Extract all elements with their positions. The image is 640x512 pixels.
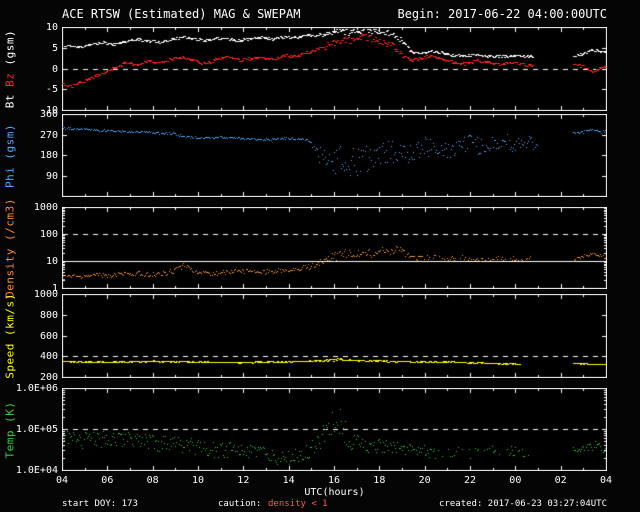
x-tick-label: 08 (146, 475, 159, 486)
x-tick-label: 02 (554, 475, 567, 486)
x-tick-label: 10 (191, 475, 205, 486)
x-tick-label: 12 (237, 475, 250, 486)
start-doy-label: start DOY: 173 (62, 499, 138, 509)
panel-density: Density (/cm3) 1000 100 10 1 (4, 198, 607, 298)
begin-timestamp: Begin: 2017-06-22 04:00:00UTC (397, 7, 607, 21)
y-tick-label: 1000 (33, 202, 58, 213)
y-tick-label: 100 (39, 229, 58, 240)
panel-mag: Bt Bz (gsm) 10 5 0 -5 -10 (4, 22, 607, 116)
plot-header: ACE RTSW (Estimated) MAG & SWEPAM Begin:… (62, 7, 607, 21)
x-tick-label: 04 (599, 475, 613, 486)
caution-label: caution: (218, 499, 262, 509)
y-tick-label: 10 (45, 256, 58, 267)
panel-speed: Speed (km/s) 1000 800 600 400 200 (4, 289, 607, 383)
caution-value: density < 1 (268, 499, 328, 509)
panel-phi: Phi (gsm) 360 270 180 90 (4, 109, 607, 197)
y-tick-label: 10 (45, 22, 58, 33)
created-timestamp: created: 2017-06-23 03:27:04UTC (439, 499, 607, 509)
y-tick-label: 1.0E+04 (15, 465, 58, 476)
x-tick-label: 04 (55, 475, 69, 486)
y-tick-label: 1.0E+06 (15, 383, 58, 394)
x-tick-label: 16 (327, 475, 341, 486)
y-tick-label: 400 (39, 351, 58, 363)
density-canvas (62, 207, 607, 289)
plot-footer: start DOY: 173 caution: density < 1 crea… (0, 499, 640, 511)
x-tick-label: 00 (509, 475, 522, 486)
phi-canvas (62, 114, 607, 197)
temp-canvas (62, 388, 607, 471)
x-tick-label: 22 (463, 475, 477, 486)
y-tick-label: 1000 (33, 289, 58, 300)
y-tick-label: 1 (51, 283, 58, 294)
y-tick-label: 360 (39, 109, 58, 120)
x-tick-label: 14 (282, 475, 295, 486)
y-tick-label: 180 (39, 150, 58, 161)
plot-title: ACE RTSW (Estimated) MAG & SWEPAM (62, 7, 301, 21)
mag-canvas (62, 27, 607, 111)
y-tick-label: 600 (39, 330, 58, 342)
y-tick-label: 200 (39, 372, 58, 383)
y-tick-label: 0 (51, 63, 58, 75)
y-tick-label: 800 (39, 309, 58, 321)
y-tick-label: 1.0E+05 (15, 424, 58, 435)
y-tick-label: -5 (45, 84, 58, 96)
y-tick-label: -10 (39, 105, 58, 116)
x-tick-label: 20 (418, 475, 431, 486)
x-axis-label: UTC(hours) (304, 487, 365, 498)
y-tick-label: 5 (51, 42, 58, 54)
y-tick-label: 90 (45, 170, 58, 182)
panel-temp: Temp (K) 1.0E+06 1.0E+05 1.0E+04 (4, 383, 607, 476)
x-tick-label: 18 (373, 475, 386, 486)
x-tick-label: 06 (101, 475, 114, 486)
y-tick-label: 270 (39, 129, 58, 141)
speed-canvas (62, 294, 607, 378)
